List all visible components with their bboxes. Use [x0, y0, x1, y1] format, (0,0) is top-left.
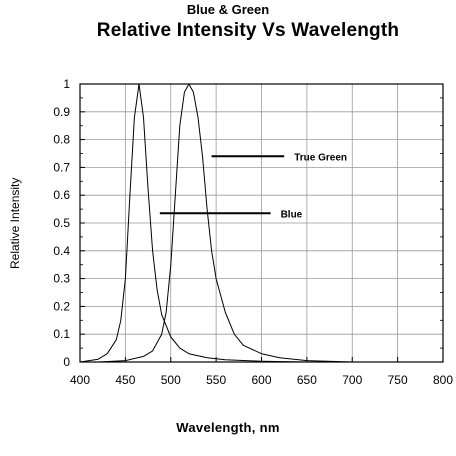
chart-title: Relative Intensity Vs Wavelength	[96, 20, 400, 41]
x-tick-label: 450	[115, 373, 135, 387]
annotation-label: True Green	[294, 152, 347, 163]
chart-supertitle: Blue & Green	[186, 2, 270, 17]
y-tick-label: 0.6	[53, 188, 70, 202]
y-tick-label: 0.5	[53, 216, 70, 230]
y-tick-label: 1	[63, 77, 70, 91]
y-tick-label: 0.3	[53, 272, 70, 286]
x-axis-label: Wavelength, nm	[176, 420, 280, 435]
annotation-label: Blue	[281, 209, 303, 220]
grid-lines	[79, 83, 444, 363]
x-tick-label: 750	[388, 373, 408, 387]
x-tick-label: 600	[251, 373, 271, 387]
y-tick-label: 0.4	[53, 244, 70, 258]
series-lines	[79, 83, 353, 363]
y-tick-label: 0	[63, 355, 70, 369]
axis-ticks: 400 450 500 550 600 650 700 750 800 0 0.1 0.2 0.3 0.4…	[53, 77, 453, 387]
x-tick-label: 650	[297, 373, 317, 387]
x-tick-label: 550	[206, 373, 226, 387]
y-tick-label: 0.9	[53, 105, 70, 119]
annotations: True Green Blue	[159, 152, 347, 220]
series-line-true-green	[98, 83, 353, 363]
series-line-blue	[79, 83, 307, 363]
x-tick-label: 800	[433, 373, 453, 387]
x-tick-label: 400	[70, 373, 90, 387]
x-tick-label: 500	[161, 373, 181, 387]
y-tick-label: 0.7	[53, 160, 70, 174]
x-tick-label: 700	[342, 373, 362, 387]
y-tick-label: 0.8	[53, 133, 70, 147]
y-tick-label: 0.1	[53, 327, 70, 341]
y-tick-label: 0.2	[53, 299, 70, 313]
